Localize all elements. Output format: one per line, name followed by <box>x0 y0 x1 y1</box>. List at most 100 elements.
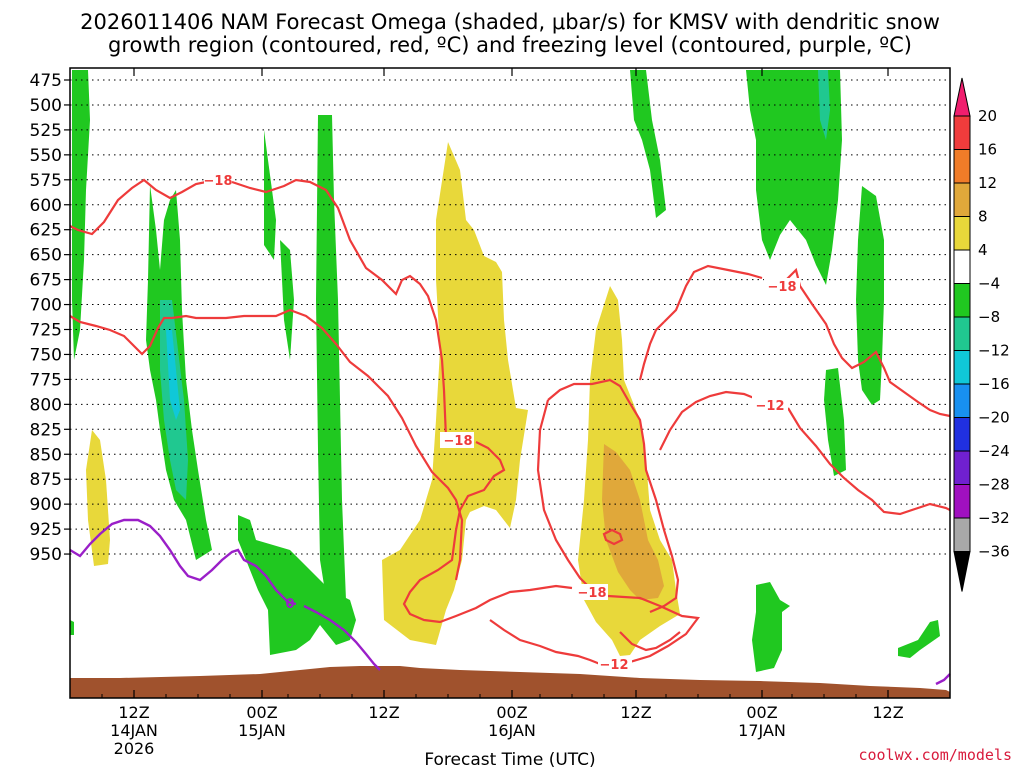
colorbar-segment <box>953 417 971 452</box>
colorbar-label: 16 <box>978 141 997 159</box>
omega-shading <box>70 70 940 672</box>
y-axis: 475 500 525 550 575 600 625 650 675 700 725 750 775 8… <box>30 71 70 565</box>
colorbar-label: 12 <box>978 174 997 192</box>
contour-label-dgz-4: −18 <box>768 280 797 295</box>
colorbar-label: −8 <box>978 308 1000 326</box>
x-tick-label: 2026 <box>114 739 155 758</box>
colorbar-label: −12 <box>978 342 1010 360</box>
x-tick-label: 00Z <box>746 703 777 722</box>
contour-label-bg-1 <box>204 172 232 188</box>
dgz-contour-top <box>69 178 701 666</box>
colorbar-label: −20 <box>978 409 1010 427</box>
omega-shading-positive <box>86 142 680 656</box>
colorbar-segment <box>953 149 971 184</box>
y-tick-label: 475 <box>30 71 62 91</box>
dgz-contours <box>69 178 951 666</box>
x-tick-label: 16JAN <box>488 721 536 740</box>
x-tick-label: 00Z <box>246 703 277 722</box>
omega-region-green-7 <box>746 70 842 285</box>
dgz-contour-right-top <box>663 264 951 418</box>
contour-label-dgz-6: −12 <box>600 658 629 673</box>
colorbar-label: 20 <box>978 107 997 125</box>
omega-region-green-11 <box>898 620 940 658</box>
contour-label-bg-2 <box>440 432 474 448</box>
y-tick-label: 600 <box>30 196 62 216</box>
colorbar-segment <box>953 182 971 217</box>
x-tick-label: 12Z <box>872 703 903 722</box>
colorbar-label: −28 <box>978 476 1010 494</box>
x-tick-label: 12Z <box>118 703 149 722</box>
y-tick-label: 925 <box>30 520 62 540</box>
chart-title-line2: growth region (contoured, red, ºC) and f… <box>108 33 912 57</box>
colorbar-label: −4 <box>978 275 1000 293</box>
grid-lines <box>70 79 950 555</box>
omega-region-green-left <box>72 70 90 360</box>
y-tick-label: 775 <box>30 370 62 390</box>
contour-label-freezing: 0 <box>285 597 294 612</box>
y-tick-label: 900 <box>30 495 62 515</box>
y-tick-label: 800 <box>30 395 62 415</box>
colorbar-segment <box>953 450 971 485</box>
y-tick-label: 575 <box>30 171 62 191</box>
colorbar-label: −16 <box>978 375 1010 393</box>
dgz-contour-left-inner <box>536 399 591 589</box>
omega-region-orange-1 <box>602 444 664 600</box>
contour-label-bg-4 <box>764 278 800 294</box>
terrain-ground <box>70 666 950 698</box>
colorbar-segment <box>953 484 971 519</box>
y-tick-label: 850 <box>30 445 62 465</box>
contour-label-dgz-5: −12 <box>756 399 785 414</box>
colorbar-label: −24 <box>978 442 1010 460</box>
contour-label-bg-5 <box>752 396 788 412</box>
contour-labels: −18 −18 −18 −18 −12 −12 0 <box>204 172 800 673</box>
omega-region-yellow-2 <box>382 142 528 645</box>
dgz-contour-right-lower <box>638 321 951 516</box>
y-tick-label: 500 <box>30 96 62 116</box>
omega-region-green-8 <box>856 186 884 405</box>
y-tick-label: 550 <box>30 146 62 166</box>
x-tick-label: 12Z <box>620 703 651 722</box>
colorbar: 20 16 12 8 4 −4 −8 −12 −16 −20 −24 −28 −32 −36 <box>953 77 1010 592</box>
y-tick-label: 750 <box>30 345 62 365</box>
y-tick-label: 525 <box>30 121 62 141</box>
dgz-contour-right-upper <box>547 378 681 652</box>
x-tick-label: 14JAN <box>110 721 158 740</box>
dgz-contour-loop-small <box>602 528 624 546</box>
x-tick-label: 00Z <box>496 703 527 722</box>
y-tick-label: 675 <box>30 271 62 291</box>
y-tick-label: 625 <box>30 221 62 241</box>
colorbar-label: −32 <box>978 509 1010 527</box>
contour-label-dgz-2: −18 <box>444 434 473 449</box>
omega-region-cyan-1 <box>166 330 180 420</box>
y-tick-label: 700 <box>30 296 62 316</box>
colorbar-segment <box>953 383 971 418</box>
plot-area: −18 −18 −18 −18 −12 −12 0 <box>69 67 951 699</box>
dgz-contour-mid <box>69 308 464 581</box>
omega-region-green-12 <box>70 620 74 635</box>
colorbar-label: 8 <box>978 208 988 226</box>
omega-region-green-4 <box>316 115 346 610</box>
colorbar-segment <box>953 350 971 385</box>
credit-text: coolwx.com/models <box>858 746 1012 764</box>
colorbar-label: 4 <box>978 241 988 259</box>
omega-region-green-2 <box>264 130 276 260</box>
x-tick-label: 17JAN <box>738 721 786 740</box>
omega-region-green-6 <box>630 70 666 218</box>
colorbar-segment <box>953 216 971 251</box>
y-tick-label: 650 <box>30 246 62 266</box>
chart-title-line1: 2026011406 NAM Forecast Omega (shaded, μ… <box>80 10 940 34</box>
colorbar-segment <box>953 115 971 150</box>
contour-label-bg-3 <box>574 584 608 600</box>
colorbar-segment-top <box>953 77 971 117</box>
freezing-level-contour <box>69 518 951 686</box>
contour-label-bg-6 <box>598 656 632 672</box>
omega-region-green-5 <box>238 515 356 655</box>
x-tick-label: 15JAN <box>238 721 286 740</box>
colorbar-label: −36 <box>978 543 1010 561</box>
plot-frame <box>69 67 951 699</box>
colorbar-segment <box>953 249 971 284</box>
x-tick-label: 12Z <box>368 703 399 722</box>
